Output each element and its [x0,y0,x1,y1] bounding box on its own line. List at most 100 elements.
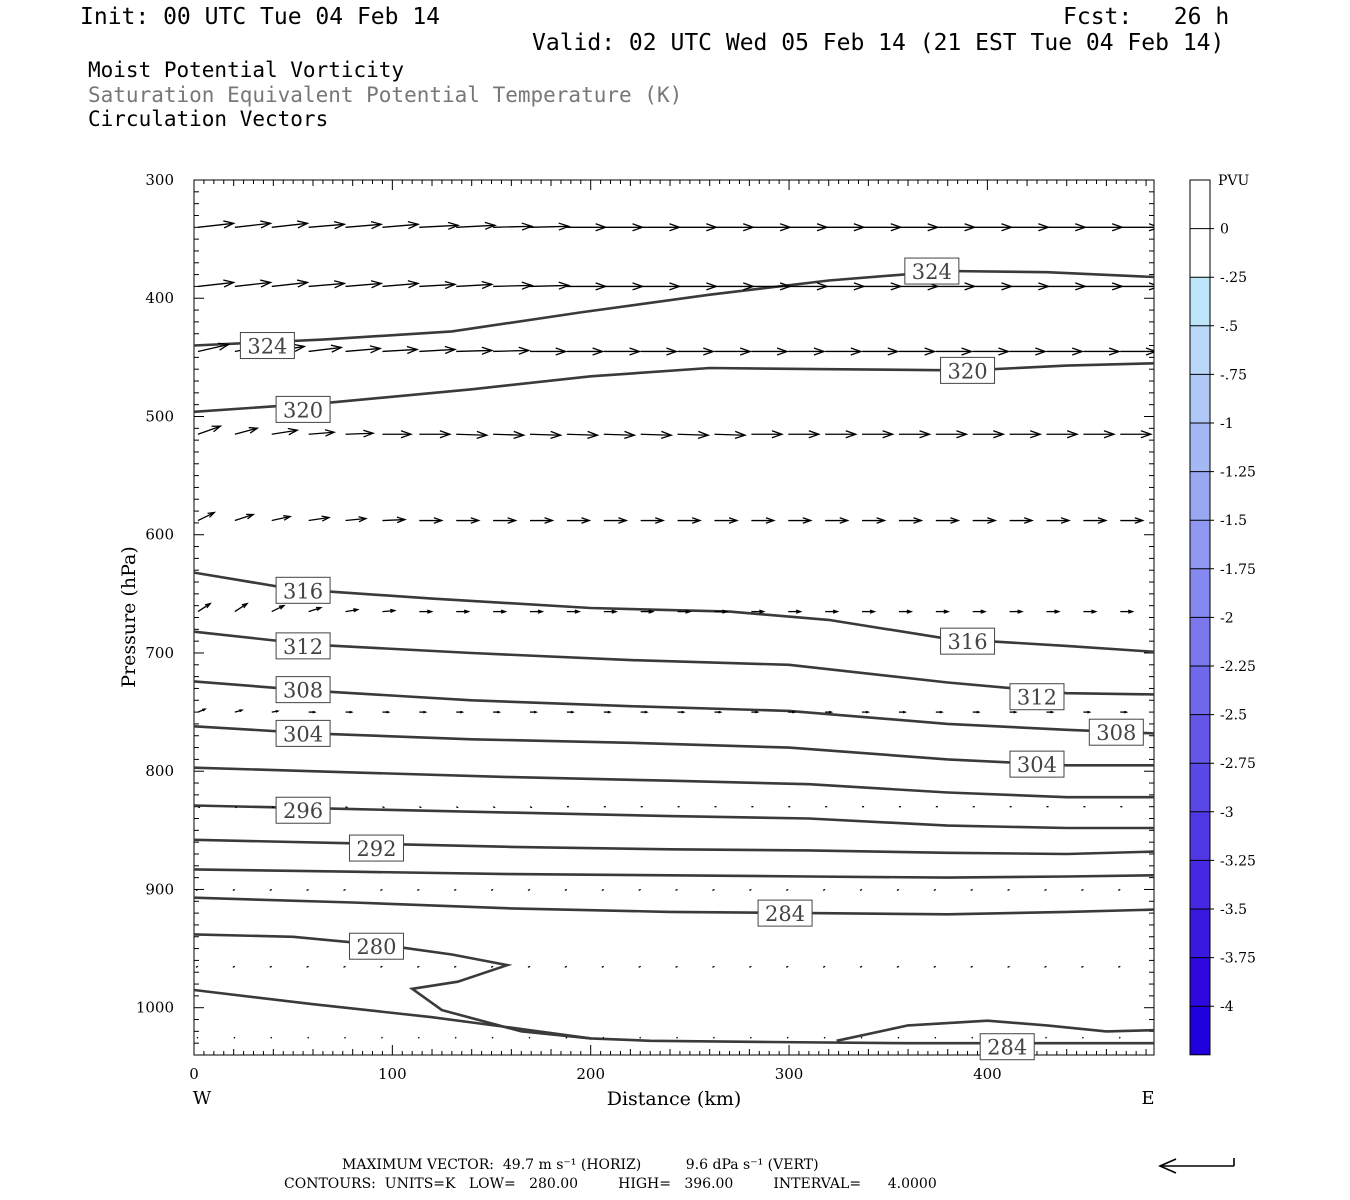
vector-head [444,280,457,290]
vector-head [470,517,481,524]
vector-shaft [933,888,937,892]
vector-head [771,430,784,439]
vector-head [369,345,383,354]
x-tick-label: 300 [775,1065,804,1083]
vector-shaft [233,1036,236,1039]
vector-head [533,710,539,714]
contour-label-box [275,632,331,660]
vector-head [444,345,457,355]
vector-head [1148,223,1154,232]
colorbar-segment [1190,568,1210,618]
y-tick-label: 300 [145,171,174,189]
vector-head [1148,282,1154,291]
colorbar-segment [1190,180,1210,229]
theta-es-contours [194,269,1154,1045]
contour-line [194,571,1154,654]
colorbar-label: -4 [1220,999,1234,1015]
footer-contours: CONTOURS: UNITS=K LOW= 280.00 HIGH= 396.… [284,1176,937,1192]
contour-line [194,766,1154,799]
vector-shaft [896,965,900,968]
vector-shaft [493,284,532,288]
vector-head [629,347,642,356]
vector-shaft [308,282,345,288]
vector-head [1097,517,1108,524]
vector-head [882,430,895,439]
vector-shaft [1007,965,1010,968]
vector-head [390,608,397,614]
vector-shaft [822,965,826,968]
vector-head [924,347,937,356]
vector-shaft [640,433,672,436]
y-tick-label: 900 [145,880,174,898]
vector-head [447,221,461,230]
vector-head [333,221,347,230]
valid-time: Valid: 02 UTC Wed 05 Feb 14 (21 EST Tue … [532,30,1225,56]
colorbar-segment [1190,520,1210,569]
vector-head [316,606,323,612]
contour-label-box [348,932,404,960]
vector-head [850,347,863,356]
vector-shaft [823,1036,826,1039]
vector-shaft [676,1036,679,1039]
contour-line [194,868,1154,879]
x-axis-label: Distance (km) [607,1088,742,1110]
vector-shaft [859,888,863,892]
x-tick-labels: 0 100 200 300 400 [189,1065,1001,1083]
contour-label: 316 [283,579,323,603]
colorbar-segment [1190,860,1210,909]
vector-shaft [234,603,248,613]
vector-head [496,710,502,714]
vector-shaft [749,965,752,968]
vector-head [358,516,368,523]
vector-head [574,609,582,614]
contour-line [194,680,1154,735]
vector-shaft [490,965,494,968]
vector-head [728,517,739,524]
contour-label: 296 [283,799,323,823]
vector-head [278,604,286,610]
contour-line [194,269,1154,347]
vector-head [681,710,686,714]
vector-shaft [197,511,215,522]
vector-head [427,609,434,614]
vector-shaft [382,518,405,522]
field-title-mpv: Moist Potential Vorticity [88,58,405,82]
colorbar-label: -.5 [1220,319,1238,335]
vector-shaft [382,348,418,353]
vector-head [353,608,360,613]
x-tick-label: 100 [378,1065,407,1083]
vector-shaft [860,1036,863,1039]
vector-head [476,430,489,440]
contour-label: 284 [987,1036,1027,1060]
vector-shaft [271,515,291,522]
vector-head [321,515,331,522]
vector-head [223,220,236,229]
colorbar-label: -2.5 [1220,708,1247,724]
vector-head [703,347,716,356]
vector-shaft [195,965,199,968]
vector-head [697,430,711,440]
vector-head [537,609,545,614]
vector-head [839,517,850,524]
vector-shaft [419,348,456,353]
contour-label: 316 [948,630,988,654]
vector-shaft [271,806,275,809]
vector-head [239,709,244,713]
vector-shaft [380,888,383,892]
y-tick-label: 700 [145,644,174,662]
contour-line [194,838,1154,856]
vector-shaft [308,223,345,228]
y-tick-label: 1000 [136,999,174,1017]
vector-head [513,430,526,440]
vector-shaft [416,888,420,892]
vector-shaft [345,608,358,613]
vector-head [363,429,376,438]
vector-shaft [271,429,298,435]
vector-shaft [677,433,709,436]
vector-shaft [493,433,524,436]
vector-head [1029,430,1043,439]
vector-head [722,609,729,614]
vector-head [558,281,571,290]
vector-shaft [714,433,746,436]
vector-head [248,426,260,434]
